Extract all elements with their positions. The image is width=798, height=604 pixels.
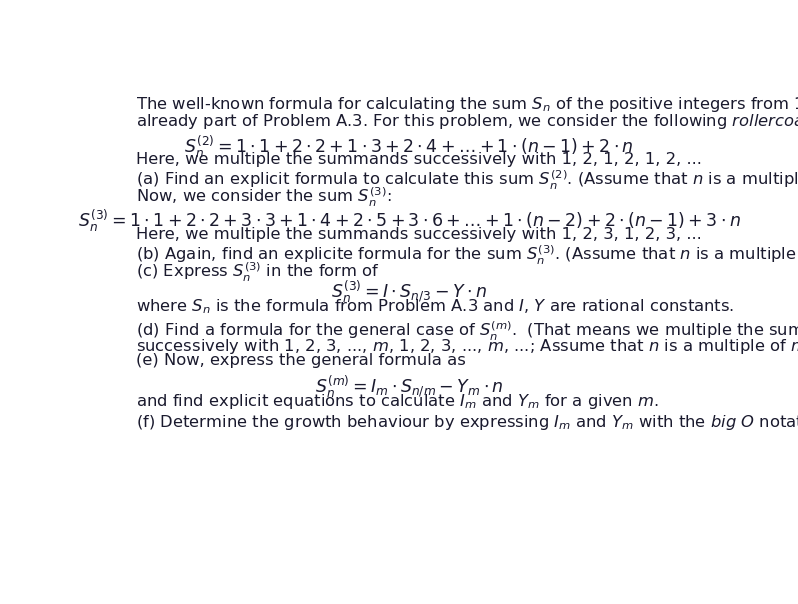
Text: (a) Find an explicit formula to calculate this sum $S_n^{(2)}$. (Assume that $n$: (a) Find an explicit formula to calculat… [136, 169, 798, 193]
Text: $S_n^{(3)} = 1 \cdot 1 + 2 \cdot 2 + 3 \cdot 3 + 1 \cdot 4 + 2 \cdot 5 + 3 \cdot: $S_n^{(3)} = 1 \cdot 1 + 2 \cdot 2 + 3 \… [77, 208, 741, 234]
Text: $S_n^{(3)} = I \cdot S_{n/3} - Y \cdot n$: $S_n^{(3)} = I \cdot S_{n/3} - Y \cdot n… [331, 279, 487, 305]
Text: Here, we multiple the summands successively with 1, 2, 1, 2, 1, 2, ...: Here, we multiple the summands successiv… [136, 152, 701, 167]
Text: (d) Find a formula for the general case of $S_n^{(m)}$.  (That means we multiple: (d) Find a formula for the general case … [136, 320, 798, 343]
Text: The well-known formula for calculating the sum $S_n$ of the positive integers fr: The well-known formula for calculating t… [136, 95, 798, 114]
Text: Here, we multiple the summands successively with 1, 2, 3, 1, 2, 3, ...: Here, we multiple the summands successiv… [136, 227, 701, 242]
Text: (c) Express $S_n^{(3)}$ in the form of: (c) Express $S_n^{(3)}$ in the form of [136, 260, 380, 283]
Text: (e) Now, express the general formula as: (e) Now, express the general formula as [136, 353, 465, 368]
Text: and find explicit equations to calculate $I_m$ and $Y_m$ for a given $m$.: and find explicit equations to calculate… [136, 393, 658, 411]
Text: already part of Problem A.3. For this problem, we consider the following $\mathi: already part of Problem A.3. For this pr… [136, 112, 798, 130]
Text: $S_n^{(m)} = I_m \cdot S_{n/m} - Y_m \cdot n$: $S_n^{(m)} = I_m \cdot S_{n/m} - Y_m \cd… [314, 374, 504, 400]
Text: successively with 1, 2, 3, ..., $m$, 1, 2, 3, ..., $m$, ...; Assume that $n$ is : successively with 1, 2, 3, ..., $m$, 1, … [136, 336, 798, 356]
Text: $S_n^{(2)} = 1 \cdot 1 + 2 \cdot 2 + 1 \cdot 3 + 2 \cdot 4 + \ldots + 1 \cdot (n: $S_n^{(2)} = 1 \cdot 1 + 2 \cdot 2 + 1 \… [184, 134, 634, 160]
Text: (b) Again, find an explicite formula for the sum $S_n^{(3)}$. (Assume that $n$ i: (b) Again, find an explicite formula for… [136, 243, 798, 267]
Text: where $S_n$ is the formula from Problem A.3 and $I$, $Y$ are rational constants.: where $S_n$ is the formula from Problem … [136, 298, 734, 316]
Text: Now, we consider the sum $S_n^{(3)}$:: Now, we consider the sum $S_n^{(3)}$: [136, 186, 391, 209]
Text: (f) Determine the growth behaviour by expressing $I_m$ and $Y_m$ with the $\math: (f) Determine the growth behaviour by ex… [136, 413, 798, 432]
